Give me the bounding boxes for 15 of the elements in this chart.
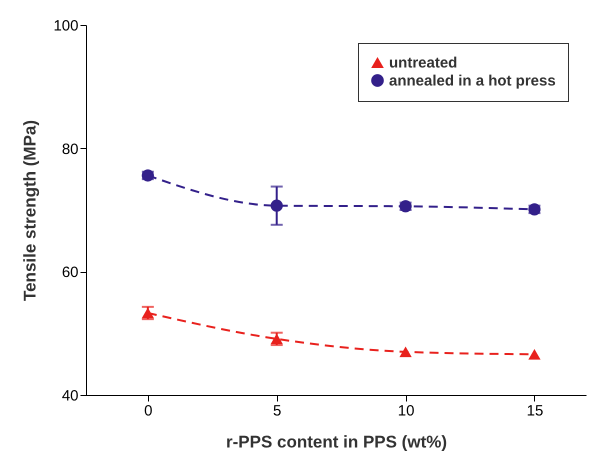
y-tick-label: 60: [62, 264, 78, 282]
point: [399, 346, 412, 358]
y-tick-label: 40: [62, 388, 78, 404]
x-tick-label: 0: [144, 402, 153, 420]
x-tick-label: 10: [398, 402, 414, 420]
legend-label: untreated: [389, 54, 458, 72]
point: [270, 200, 283, 212]
y-tick-label: 100: [53, 18, 78, 34]
legend-label: annealed in a hot press: [389, 72, 556, 90]
y-axis-title: Tensile strength (MPa): [20, 120, 40, 302]
x-tick-label: 15: [526, 402, 544, 420]
y-tick-label: 80: [62, 140, 78, 158]
x-tick-label: 5: [273, 402, 282, 420]
point: [528, 348, 541, 360]
x-axis-title: r-PPS content in PPS (wt%): [226, 432, 448, 452]
